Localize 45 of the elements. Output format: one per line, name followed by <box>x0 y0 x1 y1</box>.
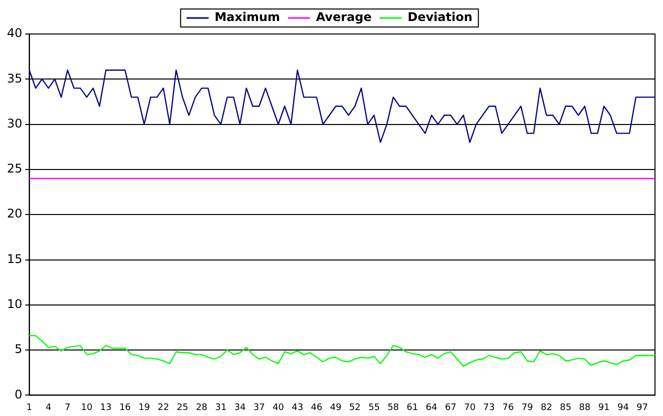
x-tick-label: 94 <box>617 402 630 413</box>
x-tick-label: 31 <box>215 402 227 413</box>
y-tick-label: 5 <box>14 342 22 356</box>
x-tick-label: 70 <box>464 402 476 413</box>
legend-label: Deviation <box>408 10 472 24</box>
x-tick-label: 58 <box>387 402 400 413</box>
y-tick-label: 15 <box>6 252 22 266</box>
x-tick-label: 91 <box>598 402 610 413</box>
x-tick-label: 13 <box>100 402 112 413</box>
x-tick-label: 85 <box>560 402 572 413</box>
y-tick-label: 25 <box>6 162 22 176</box>
x-tick-label: 88 <box>579 402 591 413</box>
y-tick-label: 40 <box>6 26 22 40</box>
y-tick-label: 35 <box>6 71 22 86</box>
x-tick-label: 76 <box>502 402 514 413</box>
x-tick-label: 43 <box>292 402 304 413</box>
x-tick-label: 28 <box>196 402 208 413</box>
x-tick-label: 97 <box>636 402 648 413</box>
y-tick-label: 30 <box>6 116 22 130</box>
y-tick-label: 0 <box>14 387 22 402</box>
x-tick-label: 82 <box>540 402 552 413</box>
x-tick-label: 55 <box>368 402 380 413</box>
x-tick-label: 37 <box>253 402 265 413</box>
x-tick-label: 61 <box>406 402 418 413</box>
y-tick-label: 10 <box>6 297 22 312</box>
x-tick-label: 52 <box>349 402 361 413</box>
legend-label: Maximum <box>214 10 280 24</box>
legend-label: Average <box>316 10 372 24</box>
x-tick-label: 40 <box>272 402 284 413</box>
x-tick-label: 34 <box>234 402 246 413</box>
x-tick-label: 25 <box>176 402 188 413</box>
x-tick-label: 22 <box>158 402 170 413</box>
x-tick-label: 1 <box>26 402 32 413</box>
x-tick-label: 16 <box>119 402 132 413</box>
x-tick-label: 19 <box>138 402 150 413</box>
x-tick-label: 7 <box>64 402 70 413</box>
x-tick-label: 46 <box>310 402 323 413</box>
x-tick-label: 73 <box>483 402 495 413</box>
x-tick-label: 79 <box>522 402 534 413</box>
x-tick-label: 49 <box>330 402 342 413</box>
y-tick-label: 20 <box>6 206 22 221</box>
x-tick-label: 67 <box>444 402 456 413</box>
x-tick-label: 10 <box>81 402 93 413</box>
x-tick-label: 64 <box>426 402 438 413</box>
x-tick-label: 4 <box>46 402 52 413</box>
